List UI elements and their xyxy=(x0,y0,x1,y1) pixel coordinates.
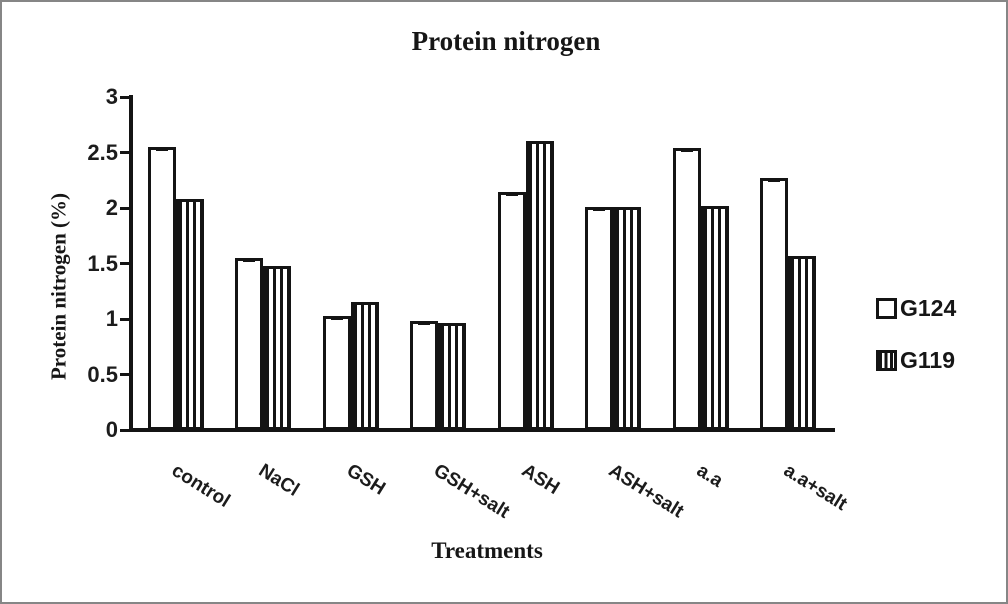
legend-item-g119: G119 xyxy=(876,347,955,373)
error-cap-g124-GSH+salt xyxy=(418,322,431,326)
x-tick-label-ASH: ASH xyxy=(517,460,563,500)
legend-item-g124: G124 xyxy=(876,295,957,321)
y-tick-0.5 xyxy=(120,373,130,376)
bar-g119-a.a xyxy=(700,205,729,430)
bar-g119-NaCl xyxy=(263,265,292,430)
y-tick-3 xyxy=(120,95,130,99)
legend-swatch-g119-icon xyxy=(876,350,897,371)
bar-g124-GSH xyxy=(322,315,351,430)
error-cap-g124-ASH+salt xyxy=(593,207,606,211)
y-tick-2 xyxy=(120,206,130,210)
x-tick-label-GSH: GSH xyxy=(342,460,389,500)
x-tick-label-GSH+salt: GSH+salt xyxy=(430,460,514,523)
bar-g124-ASH+salt xyxy=(585,206,614,430)
error-cap-g124-a.a xyxy=(680,149,693,153)
bar-g119-GSH xyxy=(350,302,379,430)
bar-g119-ASH xyxy=(525,141,554,430)
bar-g124-GSH+salt xyxy=(410,321,439,430)
bar-g124-a.a xyxy=(672,148,701,430)
y-tick-2.5 xyxy=(120,151,130,154)
y-tick-label-1: 1 xyxy=(105,306,118,331)
y-tick-1 xyxy=(120,317,130,321)
error-cap-g124-ASH xyxy=(505,193,518,197)
x-axis-title: Treatments xyxy=(431,538,543,563)
y-tick-label-1.5: 1.5 xyxy=(87,250,118,276)
x-tick-label-a.a: a.a xyxy=(692,460,727,492)
y-axis-line xyxy=(129,95,133,432)
bar-g124-NaCl xyxy=(235,257,264,430)
error-cap-g124-GSH xyxy=(330,316,343,320)
y-tick-0 xyxy=(120,428,130,432)
y-tick-label-3: 3 xyxy=(105,84,118,109)
x-tick-label-NaCl: NaCl xyxy=(255,460,303,501)
y-tick-label-2.5: 2.5 xyxy=(87,139,118,165)
x-tick-label-control: control xyxy=(167,460,234,512)
x-axis-line xyxy=(129,428,835,432)
bar-g119-GSH+salt xyxy=(438,323,467,430)
y-tick-label-0: 0 xyxy=(105,417,118,442)
error-cap-g124-control xyxy=(155,147,168,151)
bar-g119-control xyxy=(175,199,204,430)
y-tick-1.5 xyxy=(120,262,130,265)
chart-title: Protein nitrogen xyxy=(411,26,601,56)
legend-label-g124: G124 xyxy=(900,295,957,321)
x-tick-label-ASH+salt: ASH+salt xyxy=(605,460,688,523)
legend-swatch-g124-icon xyxy=(876,298,897,319)
y-tick-label-2: 2 xyxy=(105,195,118,220)
x-tick-label-a.a+salt: a.a+salt xyxy=(780,460,851,516)
bar-g119-ASH+salt xyxy=(613,206,642,430)
error-cap-g124-NaCl xyxy=(243,258,256,262)
bar-g124-ASH xyxy=(497,192,526,430)
bar-g124-a.a+salt xyxy=(760,178,789,430)
bar-g119-a.a+salt xyxy=(788,255,817,430)
bar-g124-control xyxy=(147,146,176,430)
y-tick-label-0.5: 0.5 xyxy=(87,361,118,387)
legend-label-g119: G119 xyxy=(900,347,955,373)
error-cap-g124-a.a+salt xyxy=(768,179,781,183)
